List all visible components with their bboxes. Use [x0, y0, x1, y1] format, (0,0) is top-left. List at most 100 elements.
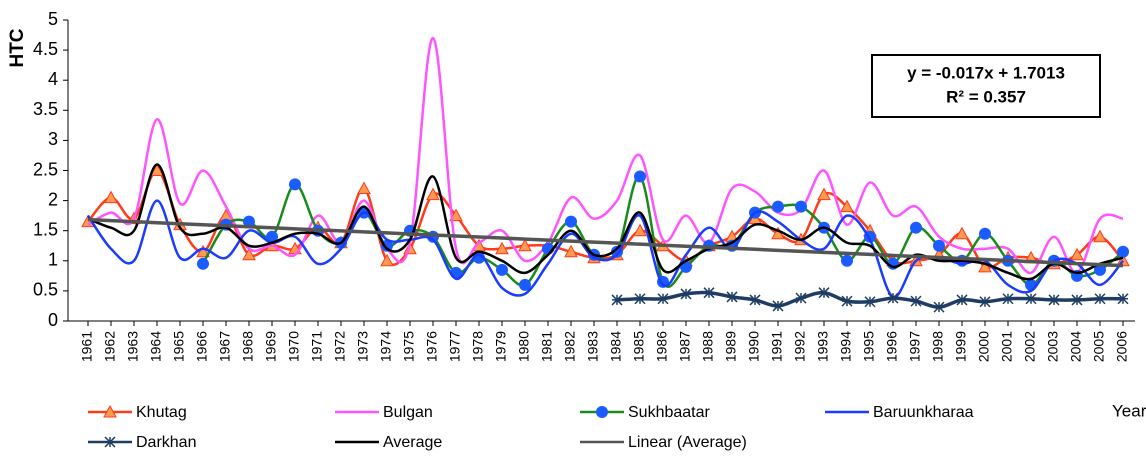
marker	[496, 263, 508, 276]
x-tick-label: 2003	[1045, 331, 1061, 362]
x-tick-label: 1978	[470, 331, 486, 362]
y-axis-label: HTC	[7, 28, 28, 67]
legend-item: Sukhbaatar	[580, 404, 711, 421]
legend-label: Bulgan	[383, 404, 433, 421]
marker	[196, 244, 210, 258]
x-tick-label: 1964	[148, 331, 164, 362]
marker	[726, 291, 738, 303]
marker	[772, 200, 784, 213]
y-tick-label: 3.5	[33, 99, 58, 119]
x-tick-label: 1973	[355, 331, 371, 362]
marker	[703, 287, 715, 299]
series-line	[87, 217, 1124, 268]
marker	[1070, 247, 1084, 261]
x-tick-label: 1969	[263, 331, 279, 362]
y-tick-label: 5	[48, 9, 58, 29]
marker	[1093, 229, 1107, 243]
x-tick-label: 1968	[240, 331, 256, 362]
marker	[749, 294, 761, 306]
y-tick-label: 0	[48, 310, 58, 330]
marker	[103, 404, 117, 418]
marker	[817, 187, 831, 201]
x-tick-label: 1999	[953, 331, 969, 362]
marker	[657, 293, 669, 305]
x-tick-label: 1965	[171, 331, 187, 362]
x-tick-label: 1987	[677, 331, 693, 362]
marker	[979, 227, 991, 240]
x-tick-label: 2006	[1114, 331, 1130, 362]
marker	[841, 254, 853, 267]
x-tick-label: 1967	[217, 331, 233, 362]
x-tick-label: 1976	[424, 331, 440, 362]
x-tick-label: 1961	[79, 331, 95, 362]
legend-label: Khutag	[136, 404, 187, 421]
x-tick-label: 1974	[378, 331, 394, 362]
y-tick-label: 1.5	[33, 219, 58, 239]
legend-label: Sukhbaatar	[628, 404, 711, 421]
x-tick-label: 1977	[447, 331, 463, 362]
legend-item: Khutag	[88, 404, 187, 421]
x-tick-label: 1979	[493, 331, 509, 362]
y-tick-label: 1	[48, 250, 58, 270]
marker	[518, 238, 532, 252]
marker	[956, 294, 968, 306]
x-tick-label: 2002	[1022, 331, 1038, 362]
marker	[426, 187, 440, 201]
series-line	[87, 163, 1124, 281]
marker	[955, 226, 969, 240]
x-tick-label: 1984	[608, 331, 624, 362]
legend-item: Linear (Average)	[580, 434, 747, 451]
marker	[1117, 293, 1129, 305]
marker	[841, 295, 853, 307]
marker	[1002, 293, 1014, 305]
legend-label: Linear (Average)	[628, 434, 747, 451]
marker	[266, 230, 278, 243]
y-tick-label: 3	[48, 129, 58, 149]
x-tick-label: 1988	[700, 331, 716, 362]
marker	[564, 244, 578, 258]
x-tick-label: 1993	[815, 331, 831, 362]
marker	[1048, 294, 1060, 306]
x-tick-label: 1972	[332, 331, 348, 362]
marker	[887, 292, 899, 304]
x-tick-label: 1994	[838, 331, 854, 362]
x-tick-label: 1983	[585, 331, 601, 362]
marker	[357, 181, 371, 195]
legend-item: Baruunkharaa	[825, 404, 974, 421]
legend-label: Darkhan	[136, 434, 196, 451]
marker	[243, 215, 255, 228]
marker	[680, 288, 692, 300]
x-tick-label: 1971	[309, 331, 325, 362]
x-tick-label: 1989	[723, 331, 739, 362]
x-axis-label: Year	[1112, 401, 1146, 420]
x-tick-label: 1980	[516, 331, 532, 362]
x-tick-label: 2001	[999, 331, 1015, 362]
y-tick-label: 4.5	[33, 39, 58, 59]
x-tick-label: 1986	[654, 331, 670, 362]
series-line	[87, 36, 1124, 275]
x-tick-label: 1963	[125, 331, 141, 362]
legend-item: Average	[335, 434, 442, 451]
marker	[1117, 245, 1129, 258]
x-tick-label: 1990	[746, 331, 762, 362]
marker	[840, 199, 854, 213]
x-tick-label: 2005	[1091, 331, 1107, 362]
marker	[910, 221, 922, 234]
marker	[979, 296, 991, 308]
legend-label: Baruunkharaa	[873, 404, 974, 421]
x-tick-label: 1982	[562, 331, 578, 362]
marker	[104, 436, 116, 448]
marker	[978, 259, 992, 273]
x-tick-label: 1975	[401, 331, 417, 362]
marker	[633, 223, 647, 237]
x-tick-label: 1985	[631, 331, 647, 362]
marker	[1071, 294, 1083, 306]
marker	[495, 241, 509, 255]
marker	[910, 295, 922, 307]
marker	[519, 278, 531, 291]
trend-equation: y = -0.017x + 1.7013	[907, 63, 1065, 82]
y-tick-label: 4	[48, 69, 58, 89]
marker	[197, 257, 209, 270]
y-tick-label: 0.5	[33, 280, 58, 300]
